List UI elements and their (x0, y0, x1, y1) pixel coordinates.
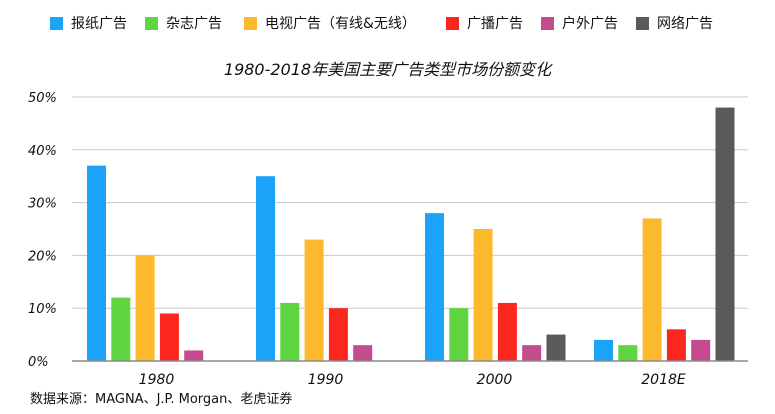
bar (328, 308, 348, 361)
y-tick-label: 0% (28, 355, 49, 370)
bar (304, 239, 324, 361)
bar (473, 229, 493, 361)
legend-label: 户外广告 (562, 16, 618, 32)
bar (594, 339, 613, 361)
bar (666, 329, 686, 361)
bar (618, 345, 638, 361)
bar (184, 350, 204, 361)
legend-label: 电视广告（有线&无线） (265, 16, 416, 32)
legend-item: 报纸广告 (50, 12, 127, 34)
legend-label: 杂志广告 (166, 16, 222, 32)
bar (497, 302, 517, 361)
legend-swatch (446, 16, 459, 30)
y-tick-label: 30% (28, 197, 57, 212)
legend-item: 电视广告（有线&无线） (244, 12, 416, 34)
source-note: 数据来源：MAGNA、J.P. Morgan、老虎证券 (30, 392, 293, 407)
y-tick-label: 20% (28, 249, 57, 264)
legend-swatch (145, 16, 158, 30)
x-tick-label: 1980 (139, 372, 175, 388)
x-tick-label: 2018E (641, 372, 686, 388)
legend-swatch (541, 16, 554, 30)
bar (449, 308, 469, 361)
x-tick-label: 1990 (308, 372, 344, 388)
chart-title: 1980-2018年美国主要广告类型市场份额变化 (223, 60, 552, 79)
x-tick-label: 2000 (477, 372, 513, 388)
legend-label: 广播广告 (467, 16, 523, 32)
y-tick-label: 50% (28, 91, 57, 106)
bar (135, 255, 155, 361)
bar (546, 334, 566, 361)
bar (87, 165, 106, 361)
legend-label: 网络广告 (657, 16, 713, 32)
legend-swatch (50, 16, 63, 30)
legend: 报纸广告 杂志广告 电视广告（有线&无线） 广播广告 户外广告 网络广告 (0, 12, 775, 34)
legend-item: 杂志广告 (145, 12, 222, 34)
legend-swatch (636, 16, 649, 30)
bar (425, 213, 444, 361)
bar (715, 107, 735, 361)
y-tick-label: 10% (28, 302, 57, 317)
legend-item: 户外广告 (541, 12, 618, 34)
bar (353, 345, 373, 361)
y-tick-label: 40% (28, 144, 57, 159)
legend-label: 报纸广告 (71, 16, 127, 32)
legend-item: 广播广告 (446, 12, 523, 34)
legend-item: 网络广告 (636, 12, 713, 34)
bar (159, 313, 179, 361)
bar (280, 302, 300, 361)
legend-swatch (244, 16, 257, 30)
bar (691, 339, 711, 361)
bar (642, 218, 662, 361)
bar (256, 176, 275, 361)
bar (111, 297, 131, 361)
bar (522, 345, 542, 361)
